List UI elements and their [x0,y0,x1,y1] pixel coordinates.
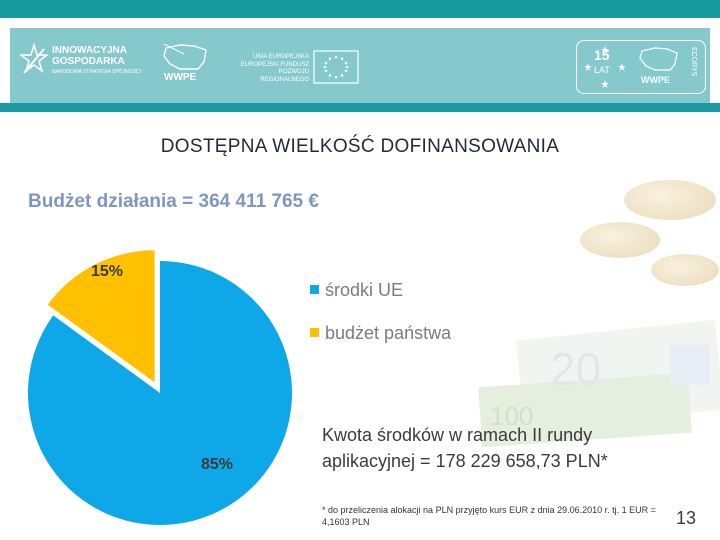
kwota-line1: Kwota środków w ramach II rundy [322,425,593,445]
footnote: * do przeliczenia alokacji na PLN przyję… [322,505,656,527]
pie-slice-state [47,250,155,383]
budget-heading: Budżet działania = 364 411 765 € [28,191,319,212]
pie-slices [27,250,292,525]
legend-label-eu: środki UE [325,280,404,300]
legend-label-state: budżet państwa [325,323,452,343]
ecorys-logo-box: 15 LAT WWPE ECORYS [576,40,706,94]
logo-left-text: INNOWACYJNA GOSPODARKA NARODOWA STRATEGI… [52,45,141,78]
poland-map-icon-right [639,47,678,71]
page-number: 13 [676,508,697,528]
logo-left-line1: INNOWACYJNA [52,45,128,56]
banner-bottom-strip [0,103,720,112]
ecorys-side-text: ECORYS [690,47,697,77]
anniversary-badge-icon [585,46,625,88]
top-strip [0,0,720,18]
pie-chart [27,250,292,525]
eu-line2: EUROPEJSKI FUNDUSZ [240,61,309,68]
slide-title: DOSTĘPNA WIELKOŚĆ DOFINANSOWANIA [160,136,560,157]
eu-logo-text: UNIA EUROPEJSKA EUROPEJSKI FUNDUSZ ROZWO… [237,54,309,84]
legend-swatch-state [310,327,319,337]
eu-line1: UNIA EUROPEJSKA [252,54,309,60]
eu-flag-icon [313,50,359,84]
badge-word: LAT [594,65,610,75]
eu-line3: ROZWOJU REGIONALNEGO [260,69,309,83]
wwpe-label-right: WWPE [641,75,670,85]
pie-slice-eu [27,261,292,525]
money-background-image: 20 100 [478,180,720,448]
pie-label-eu: 85% [201,456,234,473]
wwpe-logo: WWPE [160,42,212,88]
star-arrow-icon [20,43,48,74]
badge-number: 15 [594,47,610,63]
wwpe-label: WWPE [164,72,197,83]
poland-map-icon [163,43,207,70]
legend-swatch-eu [310,284,319,294]
banknote-100-figure: 100 [490,401,533,431]
pie-label-state: 15% [91,263,124,280]
legend-item-state: budżet państwa [310,323,451,344]
logo-left-line2: GOSPODARKA [52,56,125,67]
kwota-text: Kwota środków w ramach II rundy aplikacy… [322,422,682,474]
kwota-line2: aplikacyjnej = 178 229 658,73 PLN* [322,451,608,471]
banknote-20-figure: 20 [550,343,601,395]
logo-left-line3: NARODOWA STRATEGIA SPÓJNOŚCI [52,69,141,75]
legend-item-eu: środki UE [310,280,403,301]
